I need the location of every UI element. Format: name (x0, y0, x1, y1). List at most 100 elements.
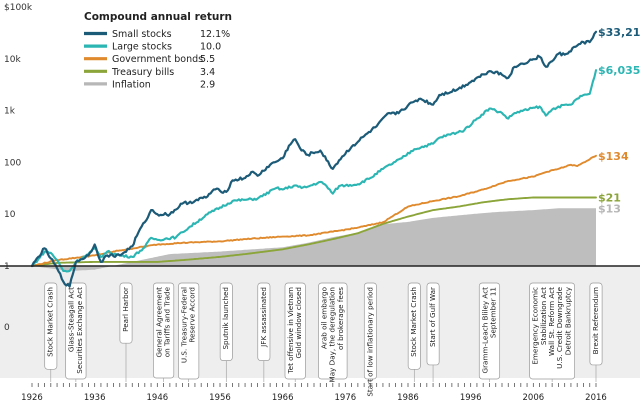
x-tick-label: 1966 (272, 393, 294, 403)
event-label: Stabilization Act (539, 287, 548, 345)
end-label-inflation: $13 (598, 202, 621, 215)
event-label: Securities Exchange Act (75, 287, 84, 374)
event-jfk-assassinated: JFK assassinated (257, 282, 271, 382)
legend-value: 3.4 (200, 67, 215, 78)
event-stock-market-crash: Stock Market Crash (407, 282, 421, 382)
series-treasury-bills-line (31, 196, 597, 267)
event-box (426, 282, 440, 366)
event-box (478, 282, 501, 380)
events-panel: Stock Market Crash Glass-Steagall Act Secu… (0, 266, 640, 397)
legend-label: Government bonds (112, 54, 203, 65)
event-arab-oil-embargo: Arab oil embargo May Day, the deregulatio… (318, 282, 348, 382)
x-tick-label: 2006 (523, 393, 545, 403)
legend-value: 12.1% (200, 29, 230, 40)
event-label: Emergency Economic (531, 287, 540, 365)
event-box (529, 282, 575, 380)
event-u-s-treasury-federal: U.S. Treasury-Federal Reserve Accord (178, 282, 200, 382)
axes: 1926 1936 1946 1956 1966 1976 1986 1996 2006 2016… (0, 3, 640, 403)
event-box (363, 282, 377, 380)
event-label: September 11 (488, 287, 497, 338)
event-label: Reserve Accord (188, 287, 197, 343)
event-box (153, 282, 175, 379)
event-glass-steagall-act: Glass-Steagall Act Securities Exchange Ac… (65, 282, 87, 382)
end-label-treasury-bills: $21 (598, 192, 621, 205)
event-general-agreement: General Agreement on Tariffs and Trade (153, 282, 175, 382)
event-box (257, 282, 271, 361)
series-inflation-area (32, 208, 596, 271)
y-zero-label: 0 (4, 323, 10, 333)
event-brexit-referendum: Brexit Referendum (589, 282, 603, 382)
event-label: Start of low inflationary period (365, 287, 374, 397)
event-label: May Day, the deregulation (328, 287, 337, 382)
legend-value: 10.0 (200, 42, 221, 53)
legend-label: Inflation (112, 79, 151, 90)
event-label: Wall St. Reform Act (547, 287, 556, 356)
series-large-stocks-line (30, 69, 598, 273)
y-tick-label: 100 (4, 158, 21, 168)
legend-item-treasury-bills: Treasury bills 3.4 (84, 67, 215, 78)
event-label: Detroit Bankruptcy (563, 286, 572, 355)
x-tick-label: 1976 (335, 393, 357, 403)
event-label: Glass-Steagall Act (67, 287, 76, 352)
event-box (44, 282, 58, 370)
event-start-of-low-inflationary-period: Start of low inflationary period (363, 282, 377, 397)
legend-label: Small stocks (112, 29, 172, 40)
end-label-large-stocks: $6,035 (598, 64, 640, 77)
event-box (178, 282, 200, 380)
series-small-stocks-line (30, 30, 598, 288)
event-label: JFK assassinated (259, 287, 268, 348)
legend-item-inflation: Inflation 2.9 (84, 79, 215, 90)
event-label: U.S. Credit Downgrade (555, 286, 564, 368)
event-emergency-economic: Emergency Economic Stabilization Act Wall … (529, 282, 575, 382)
event-label: Tet offensive in Vietnam (286, 287, 295, 375)
y-tick-label: 1 (4, 262, 10, 272)
event-label: Gramm-Leach Bliley Act (480, 287, 489, 374)
event-box (284, 282, 306, 380)
y-tick-label: 10k (4, 55, 21, 65)
event-label: Stock Market Crash (46, 287, 55, 357)
event-stock-market-crash: Stock Market Crash (44, 282, 58, 382)
end-labels: $33,212 $6,035 $134 $21$13 (598, 26, 640, 216)
event-label: Start of Gulf War (428, 287, 437, 347)
event-box (65, 282, 87, 380)
legend: Compound annual return Small stocks 12.1% L… (84, 11, 232, 90)
event-box (318, 282, 348, 380)
event-label: General Agreement (154, 287, 163, 358)
event-label: U.S. Treasury-Federal (179, 287, 188, 363)
event-label: Stock Market Crash (409, 287, 418, 357)
event-label: of brokerage fees (336, 287, 345, 350)
x-tick-label: 1936 (84, 393, 106, 403)
event-start-of-gulf-war: Start of Gulf War (426, 282, 440, 382)
event-label: Pearl Harbor (121, 287, 130, 332)
event-label: on Tariffs and Trade (163, 286, 172, 357)
legend-title: Compound annual return (84, 11, 232, 23)
legend-item-small-stocks: Small stocks 12.1% (84, 29, 230, 40)
event-label: Brexit Referendum (591, 287, 600, 354)
event-box (589, 282, 603, 366)
event-box (119, 282, 133, 344)
x-tick-label: 2016 (585, 393, 607, 403)
x-tick-label: 1946 (147, 393, 169, 403)
event-pearl-harbor: Pearl Harbor (119, 282, 133, 382)
event-label: Gold window closed (294, 287, 303, 358)
event-tet-offensive-in-vietnam: Tet offensive in Vietnam Gold window clos… (284, 282, 306, 382)
event-sputnik-launched: Sputnik launched (219, 282, 233, 382)
legend-value: 5.5 (200, 54, 215, 65)
x-tick-label: 1956 (209, 393, 231, 403)
legend-label: Large stocks (112, 42, 172, 53)
series-layer (30, 30, 598, 288)
end-label-government-bonds: $134 (598, 150, 629, 163)
legend-label: Treasury bills (111, 67, 174, 78)
x-tick-label: 1926 (21, 393, 43, 403)
event-box (219, 282, 233, 361)
x-tick-label: 1986 (397, 393, 419, 403)
event-label: Sputnik launched (221, 287, 230, 350)
event-gramm-leach-bliley-act: Gramm-Leach Bliley Act September 11 (478, 282, 501, 382)
y-tick-label: $100k (4, 3, 33, 13)
x-tick-label: 1996 (460, 393, 482, 403)
legend-item-large-stocks: Large stocks 10.0 (84, 42, 221, 53)
y-tick-label: 1k (4, 107, 16, 117)
event-label: Arab oil embargo (320, 287, 329, 349)
